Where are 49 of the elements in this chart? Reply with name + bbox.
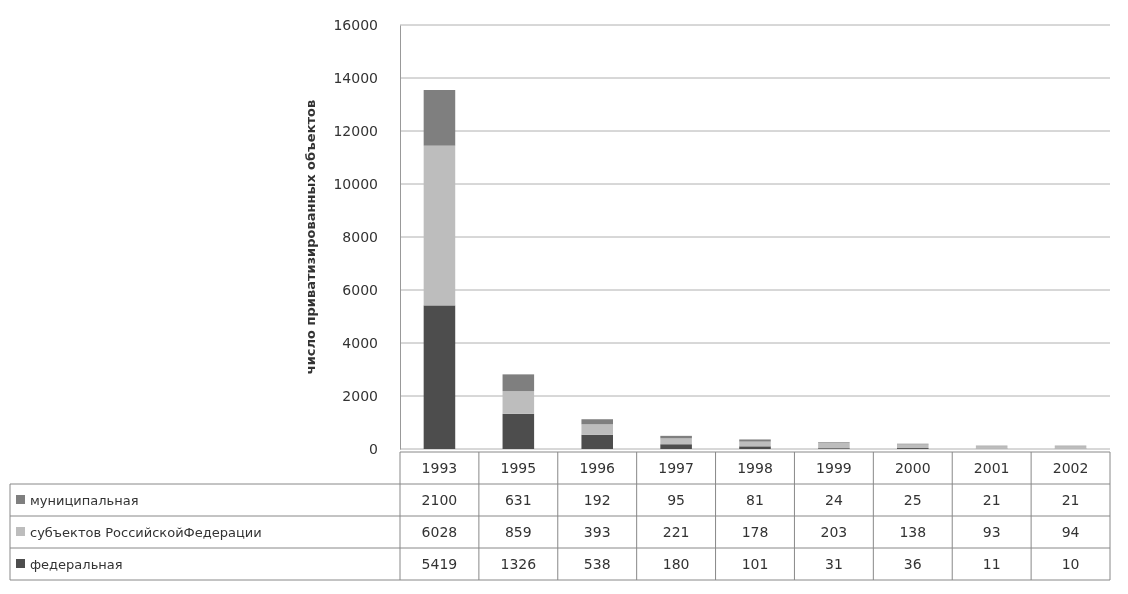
y-tick-label: 10000 [333, 175, 378, 192]
data-label: 24 [824, 492, 843, 508]
data-label: 631 [504, 492, 532, 508]
data-label: 859 [504, 524, 532, 540]
x-tick-label: 1995 [500, 460, 537, 476]
data-label: 1326 [500, 556, 537, 572]
data-label: 21 [1061, 492, 1080, 508]
data-label: 11 [982, 556, 1001, 572]
y-tick-label: 0 [369, 440, 378, 457]
data-label: 538 [583, 556, 611, 572]
y-axis-title: число приватизированных объектов [303, 99, 318, 375]
data-label: 393 [583, 524, 611, 540]
data-label: 138 [899, 524, 927, 540]
data-label: 221 [662, 524, 690, 540]
x-tick-label: 2000 [894, 460, 931, 476]
y-tick-label: 6000 [342, 281, 378, 298]
data-label: 101 [741, 556, 769, 572]
data-label: 203 [820, 524, 848, 540]
x-tick-label: 2002 [1052, 460, 1089, 476]
data-label: 81 [746, 492, 764, 508]
data-label: 95 [667, 492, 686, 508]
y-tick-label: 16000 [333, 16, 378, 33]
data-label: 192 [583, 492, 611, 508]
data-label: 5419 [421, 556, 458, 572]
x-tick-label: 1996 [579, 460, 616, 476]
y-tick-label: 12000 [333, 122, 378, 139]
data-label: 180 [662, 556, 690, 572]
y-tick-label: 8000 [342, 228, 378, 245]
x-tick-label: 1999 [816, 460, 852, 476]
data-label: 25 [903, 492, 922, 508]
data-label: 94 [1061, 524, 1080, 540]
data-label: 36 [903, 556, 922, 572]
x-tick-label: 1993 [421, 460, 458, 476]
data-label: 21 [982, 492, 1001, 508]
data-label: 6028 [421, 524, 458, 540]
y-tick-label: 14000 [333, 69, 378, 86]
legend-label: федеральная [30, 557, 123, 572]
data-label: 10 [1061, 556, 1080, 572]
x-tick-label: 1997 [658, 460, 694, 476]
data-label: 2100 [421, 492, 458, 508]
data-label: 31 [824, 556, 843, 572]
legend-label: субъектов РоссийскойФедерации [30, 525, 262, 540]
x-tick-label: 2001 [973, 460, 1010, 476]
data-label: 178 [741, 524, 769, 540]
y-tick-label: 4000 [342, 334, 378, 351]
x-tick-label: 1998 [737, 460, 773, 476]
y-tick-label: 2000 [342, 387, 378, 404]
legend-label: муниципальная [30, 493, 139, 508]
data-label: 93 [982, 524, 1001, 540]
